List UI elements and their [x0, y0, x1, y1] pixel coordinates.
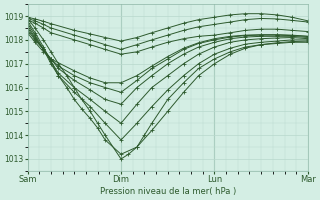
X-axis label: Pression niveau de la mer( hPa ): Pression niveau de la mer( hPa ) [100, 187, 236, 196]
